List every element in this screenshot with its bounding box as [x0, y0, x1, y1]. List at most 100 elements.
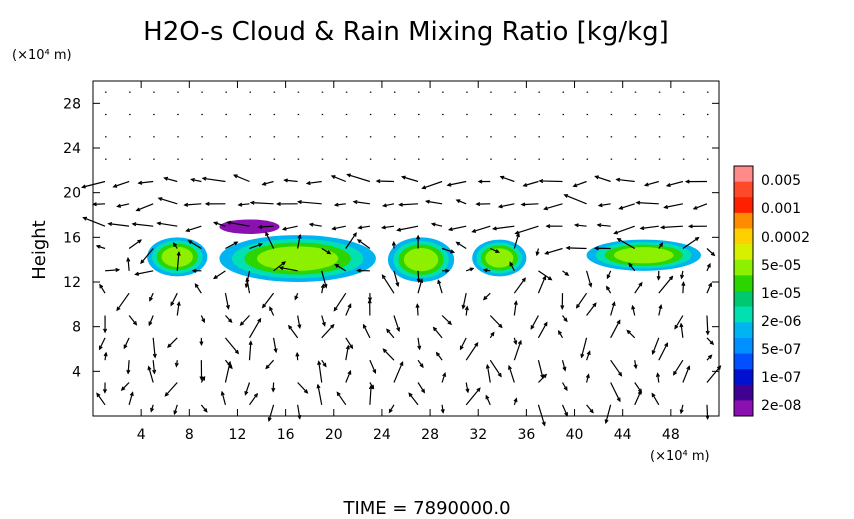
wind-vector [148, 315, 154, 326]
wind-vector [436, 352, 443, 361]
wind-vector-head [269, 306, 273, 311]
wind-vector-head [416, 234, 421, 240]
wind-vector [321, 247, 331, 255]
wind-vector [640, 225, 659, 230]
wind-vector [465, 387, 481, 406]
wind-vector [706, 365, 721, 383]
wind-vector [284, 179, 298, 183]
wind-vector-head [400, 175, 406, 180]
wind-vector [249, 243, 262, 250]
wind-vector [386, 329, 395, 339]
wind-vector-head [326, 250, 332, 255]
cloud-contour [485, 248, 514, 268]
wind-vector [227, 221, 250, 227]
wind-vector-head [485, 394, 490, 400]
wind-vector [656, 373, 660, 383]
wind-vector [200, 404, 208, 413]
wind-vector [433, 327, 443, 339]
wind-vector-head [345, 344, 350, 350]
colorbar-cell [734, 181, 753, 198]
wind-vector-head [398, 202, 403, 207]
wind-vector [399, 203, 419, 206]
wind-vector-head [514, 230, 520, 235]
wind-vector-head [294, 295, 299, 301]
wind-vector-head [585, 373, 590, 379]
wind-vector-head [490, 331, 495, 337]
wind-vector [157, 222, 178, 227]
wind-vector [382, 275, 395, 294]
wind-vector-head [498, 323, 503, 329]
wind-vector-head [604, 419, 609, 425]
wind-vector-head [687, 224, 693, 229]
wind-vector [353, 201, 370, 205]
wind-vector-head [597, 203, 603, 208]
wind-vector-head [331, 226, 337, 231]
wind-vector-head [303, 389, 309, 394]
wind-vector [616, 178, 635, 183]
wind-vector-head [465, 388, 470, 394]
wind-vector-head [249, 200, 255, 205]
wind-vector [224, 337, 239, 354]
wind-vector [99, 337, 106, 350]
wind-vector-head [658, 303, 663, 309]
wind-vector-head [95, 244, 101, 249]
wind-vector-head [288, 324, 293, 330]
wind-vector [214, 221, 226, 227]
wind-vector-head [190, 178, 195, 183]
wind-vector-head [129, 391, 134, 397]
wind-vector [321, 270, 327, 288]
colorbar-cell [734, 228, 753, 245]
wind-vector-head [680, 274, 685, 280]
wind-vector-head [450, 249, 456, 254]
wind-vector-head [545, 224, 551, 229]
wind-vector [441, 247, 454, 253]
wind-vector-head [137, 180, 143, 185]
colorbar-cell [734, 197, 753, 214]
wind-vector [224, 315, 233, 323]
colorbar-frame [733, 165, 754, 417]
wind-vector-head [475, 201, 481, 207]
wind-vector-head [347, 369, 352, 375]
wind-vector [417, 279, 423, 294]
wind-vector-head [185, 228, 191, 233]
wind-vector-head [476, 387, 481, 392]
wind-vector [706, 248, 715, 256]
wind-vector-head [349, 344, 354, 350]
x-tick-label: 16 [277, 427, 295, 443]
wind-vector [682, 237, 699, 249]
wind-vector [123, 337, 130, 349]
wind-vector-head [707, 354, 713, 359]
wind-vector [272, 337, 277, 352]
wind-vector [509, 262, 515, 272]
wind-vector [661, 225, 683, 229]
wind-vector [441, 373, 446, 383]
wind-vector-head [547, 276, 553, 281]
wind-vector [358, 225, 370, 229]
wind-vector-head [305, 180, 311, 186]
wind-vector [262, 292, 275, 308]
wind-vector-head [232, 174, 238, 179]
wind-vector-head [665, 182, 671, 187]
x-tick-label: 28 [421, 427, 439, 443]
wind-vector-head [234, 349, 240, 355]
wind-vector-head [96, 392, 101, 398]
wind-vector-head [530, 325, 535, 330]
cloud-contour [403, 248, 439, 272]
wind-vector [82, 180, 106, 188]
wind-vector-head [710, 251, 716, 257]
wind-vector-head [615, 177, 621, 182]
wind-vector-head [381, 225, 386, 230]
wind-vector [116, 292, 130, 311]
x-tick-label: 36 [517, 427, 535, 443]
wind-vector [537, 360, 544, 378]
colorbar-cell [734, 244, 753, 261]
wind-vector [538, 270, 552, 281]
wind-vector [128, 315, 137, 325]
colorbar-cell [734, 337, 753, 354]
cloud-contour [256, 246, 339, 271]
wind-vector-head [562, 366, 567, 372]
wind-vector [397, 225, 419, 231]
wind-vector [213, 270, 226, 279]
wind-vector-head [419, 363, 424, 369]
